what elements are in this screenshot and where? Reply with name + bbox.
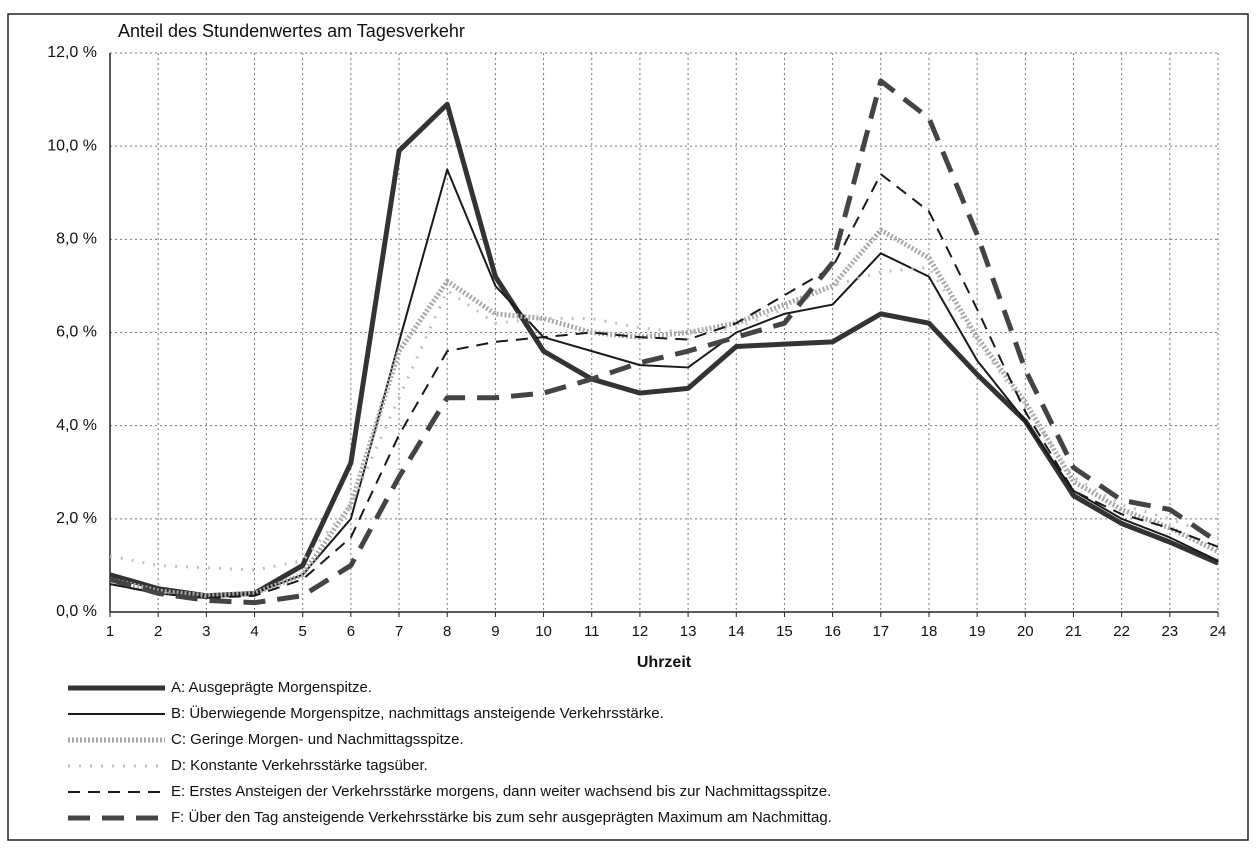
y-tick-label: 8,0 %: [56, 231, 97, 248]
x-tick-label: 1: [106, 623, 114, 640]
x-tick-label: 14: [728, 623, 745, 640]
x-tick-label: 15: [776, 623, 793, 640]
legend-label: C: Geringe Morgen- und Nachmittagsspitze…: [171, 731, 464, 748]
x-tick-label: 18: [921, 623, 938, 640]
x-tick-label: 6: [347, 623, 355, 640]
y-tick-label: 0,0 %: [56, 603, 97, 620]
y-tick-label: 10,0 %: [47, 137, 97, 154]
x-tick-label: 7: [395, 623, 403, 640]
x-axis-label: Uhrzeit: [637, 654, 692, 671]
series-line: [109, 173, 1219, 600]
legend-label: A: Ausgeprägte Morgenspitze.: [171, 679, 372, 696]
legend-label: B: Überwiegende Morgenspitze, nachmittag…: [171, 704, 664, 722]
legend-label: F: Über den Tag ansteigende Verkehrsstär…: [171, 808, 832, 826]
series-line: [109, 78, 1220, 606]
x-tick-label: 17: [872, 623, 889, 640]
x-tick-label: 23: [1161, 623, 1178, 640]
x-tick-label: 2: [154, 623, 162, 640]
legend-label: E: Erstes Ansteigen der Verkehrsstärke m…: [171, 783, 831, 800]
x-tick-label: 8: [443, 623, 451, 640]
chart-title: Anteil des Stundenwertes am Tagesverkehr: [118, 21, 465, 41]
x-tick-label: 11: [584, 623, 600, 640]
x-tick-label: 12: [632, 623, 649, 640]
x-tick-label: 10: [535, 623, 552, 640]
series-line: [109, 227, 1220, 599]
x-tick-label: 20: [1017, 623, 1034, 640]
x-tick-label: 3: [202, 623, 210, 640]
x-tick-label: 16: [824, 623, 841, 640]
legend-label: D: Konstante Verkehrsstärke tagsüber.: [171, 757, 428, 774]
chart-frame: [7, 13, 1249, 841]
y-tick-label: 12,0 %: [47, 44, 97, 61]
x-tick-label: 5: [299, 623, 307, 640]
x-tick-label: 22: [1113, 623, 1130, 640]
y-tick-label: 4,0 %: [56, 417, 97, 434]
x-tick-label: 21: [1065, 623, 1082, 640]
x-tick-label: 13: [680, 623, 697, 640]
y-tick-label: 6,0 %: [56, 324, 97, 341]
x-tick-label: 19: [969, 623, 986, 640]
x-tick-label: 4: [250, 623, 258, 640]
x-tick-label: 9: [491, 623, 499, 640]
y-tick-label: 2,0 %: [56, 510, 97, 527]
x-tick-label: 24: [1210, 623, 1227, 640]
